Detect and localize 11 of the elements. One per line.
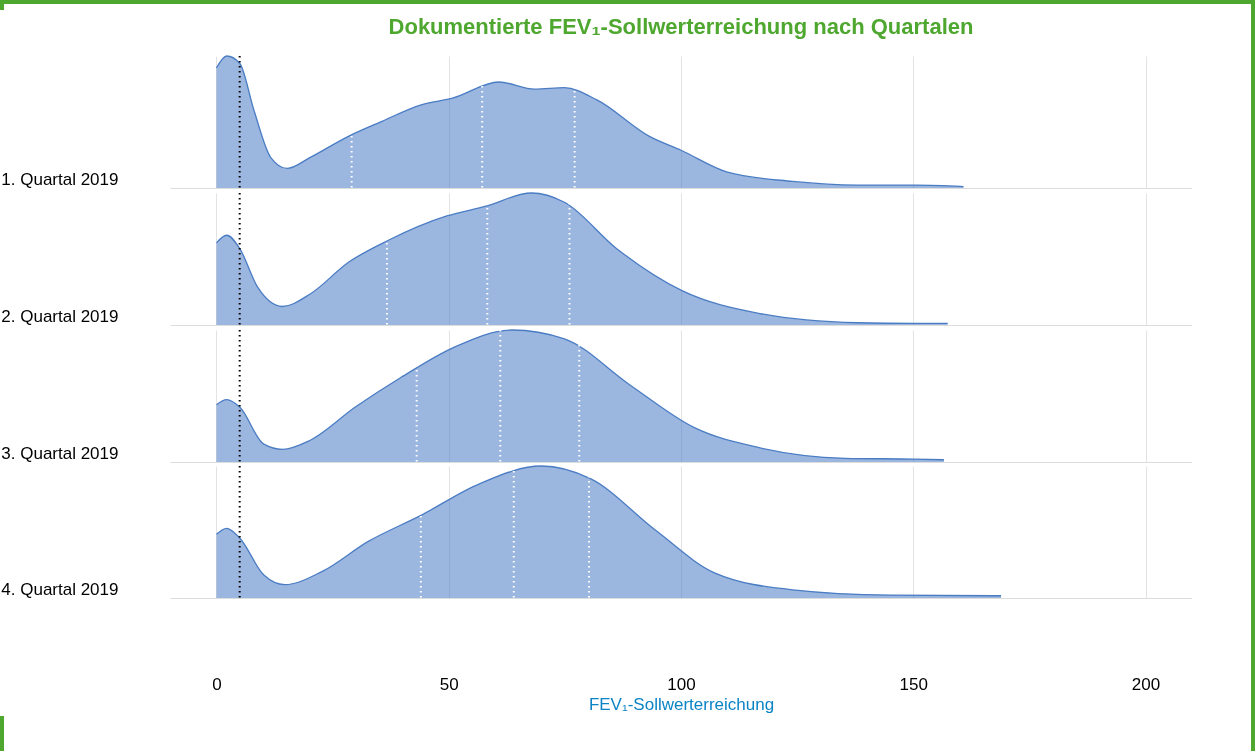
x-tick-label: 0	[212, 674, 222, 694]
y-axis-title: 1. Quartal 2019	[1, 169, 119, 189]
y-axis-title: 2. Quartal 2019	[1, 306, 119, 326]
y-axis-title: 4. Quartal 2019	[1, 579, 119, 599]
x-tick-label: 50	[439, 674, 459, 694]
x-tick-label: 200	[1131, 674, 1161, 694]
chart-title: Dokumentierte FEV₁-Sollwerterreichung nach Quartalen	[388, 14, 974, 40]
x-tick-label: 150	[899, 674, 928, 694]
x-axis-title: FEV₁-Sollwerterreichung	[588, 694, 775, 714]
y-axis-title: 3. Quartal 2019	[1, 443, 119, 463]
x-tick-label: 100	[667, 674, 696, 694]
